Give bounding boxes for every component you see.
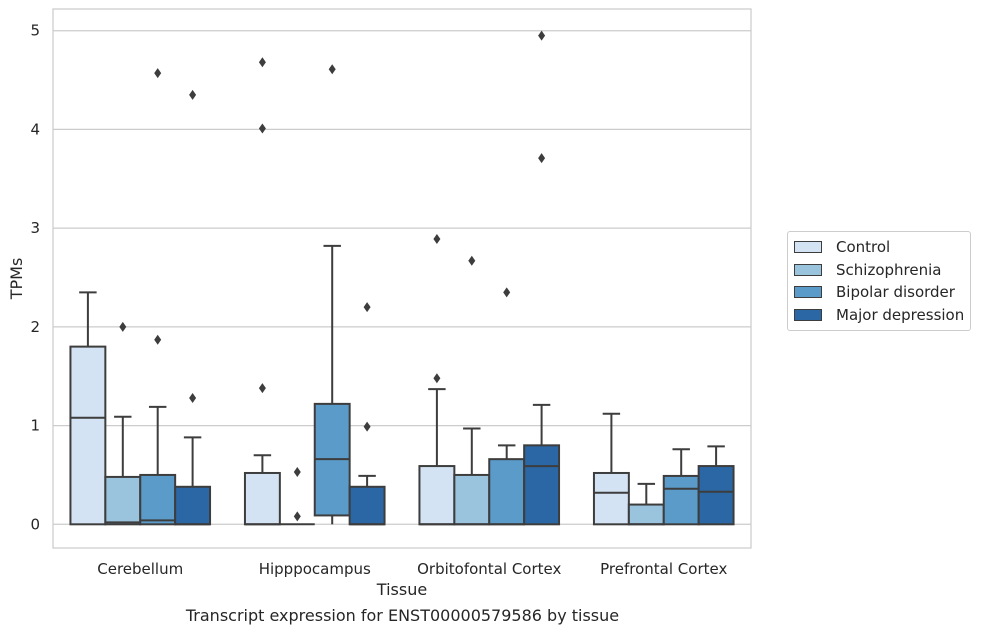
outlier-point (258, 57, 266, 68)
legend-label: Bipolar disorder (836, 283, 955, 302)
box-body (523, 444, 561, 526)
outlier-point (258, 383, 266, 394)
y-tick-label: 3 (30, 219, 40, 237)
y-tick-label: 0 (30, 515, 40, 533)
box-body (697, 465, 735, 526)
outlier-point (154, 334, 162, 345)
box-control (418, 234, 456, 526)
legend-item: Control (788, 236, 970, 259)
outlier-point (154, 68, 162, 79)
axis-ticks: 0 1 2 3 4 5 Cerebellum Hipppocampus Orbitofontal… (30, 22, 727, 578)
outlier-point (433, 234, 441, 245)
outlier-point (363, 421, 371, 432)
box-major-depression (348, 302, 386, 526)
legend-label: Schizophrenia (836, 260, 942, 279)
box-schizophrenia (279, 466, 315, 526)
box-control (592, 412, 630, 526)
figure-caption: Transcript expression for ENST0000057958… (185, 606, 620, 625)
outlier-point (328, 64, 336, 75)
box-body (453, 473, 491, 526)
box-body (488, 458, 526, 526)
box-body (592, 471, 630, 526)
box-body (627, 503, 665, 526)
plot-area-frame (52, 8, 752, 549)
outlier-point (363, 302, 371, 313)
y-tick-label: 2 (30, 318, 40, 336)
box-body (69, 345, 107, 526)
box-body (348, 485, 386, 526)
box-plot-series (69, 30, 735, 526)
outlier-point (293, 466, 301, 477)
box-body (174, 485, 212, 526)
legend-label: Major depression (836, 305, 965, 324)
legend-label: Control (836, 238, 891, 257)
outlier-point (538, 30, 546, 41)
y-tick-label: 4 (30, 120, 40, 138)
legend-swatch (794, 263, 822, 276)
box-bipolar-disorder (313, 64, 351, 525)
legend: Control Schizophrenia Bipolar disorder Majo… (787, 231, 971, 331)
box-body (139, 473, 177, 526)
y-tick-label: 1 (30, 417, 40, 435)
y-tick-label: 5 (30, 22, 40, 40)
legend-item: Bipolar disorder (788, 281, 970, 304)
legend-item: Schizophrenia (788, 259, 970, 282)
outlier-point (433, 373, 441, 384)
box-schizophrenia (453, 255, 491, 526)
outlier-point (258, 123, 266, 134)
outlier-point (293, 511, 301, 522)
outlier-point (503, 287, 511, 298)
box-schizophrenia (104, 321, 142, 526)
box-major-depression (174, 89, 212, 526)
legend-swatch (794, 286, 822, 299)
box-body (104, 475, 142, 526)
outlier-point (538, 153, 546, 164)
outlier-point (189, 392, 197, 403)
box-control (243, 57, 281, 526)
outlier-point (468, 255, 476, 266)
x-tick-label: Prefrontal Cortex (600, 560, 727, 578)
box-body (243, 471, 281, 526)
box-bipolar-disorder (139, 68, 177, 526)
legend-item: Major depression (788, 304, 970, 327)
box-body (418, 465, 456, 526)
box-body (662, 474, 700, 526)
outlier-point (189, 89, 197, 100)
box-major-depression (697, 445, 735, 526)
x-tick-label: Cerebellum (97, 560, 183, 578)
y-axis-title: TPMs (7, 258, 26, 301)
box-major-depression (523, 30, 561, 526)
box-bipolar-disorder (488, 287, 526, 526)
box-schizophrenia (627, 482, 665, 526)
box-bipolar-disorder (662, 448, 700, 526)
x-tick-label: Hipppocampus (259, 560, 371, 578)
legend-swatch (794, 308, 822, 321)
x-tick-label: Orbitofontal Cortex (417, 560, 561, 578)
x-axis-title: Tissue (376, 580, 427, 599)
legend-swatch (794, 241, 822, 254)
outlier-point (119, 321, 127, 332)
box-control (69, 291, 107, 526)
